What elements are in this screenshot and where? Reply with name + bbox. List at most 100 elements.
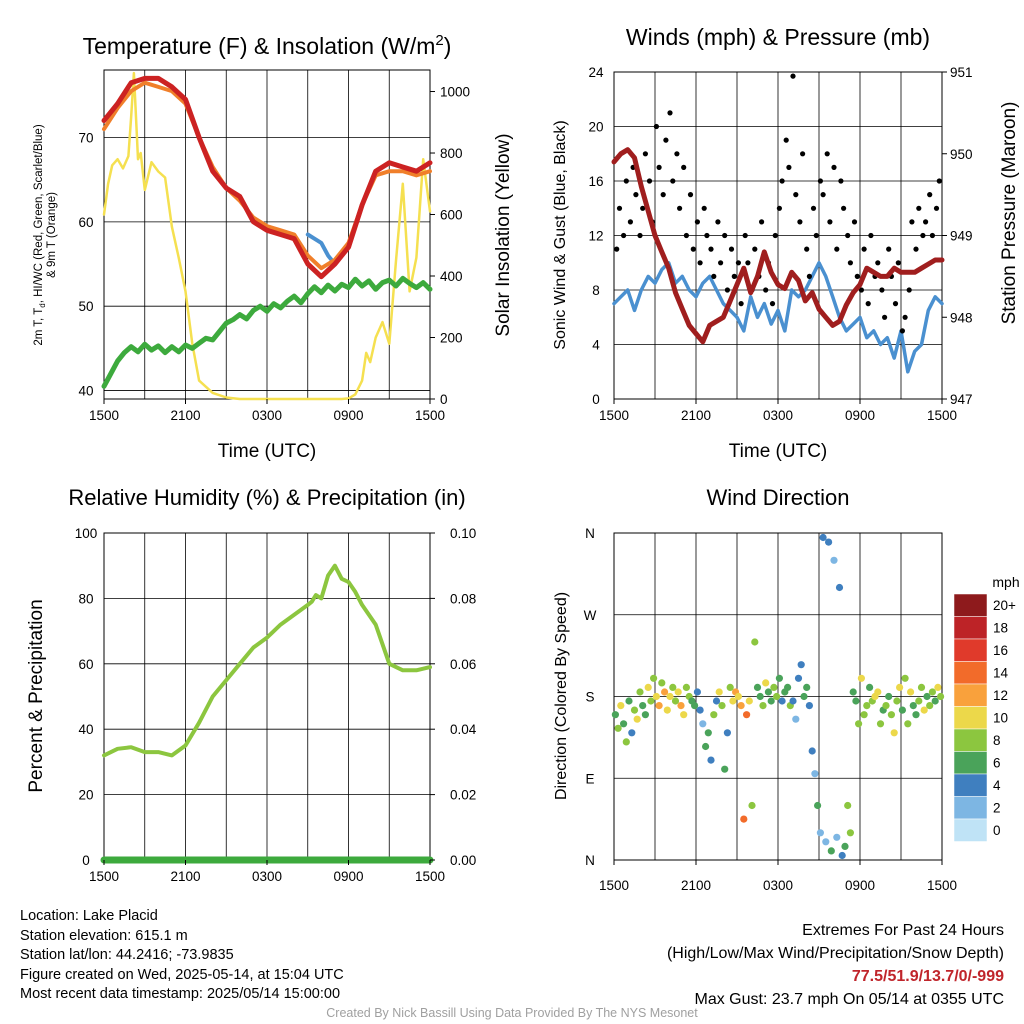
pressure-y-tick-label: 951 [950,65,973,80]
credit-line: Created By Nick Bassill Using Data Provi… [326,1006,698,1020]
winds-x-tick-label: 0300 [763,408,793,423]
temperature-y-tick-label: 60 [78,215,93,230]
gust-point [817,178,824,184]
station-latlon: Station lat/lon: 44.2416; -73.9835 [20,947,234,963]
gust-point [902,314,908,320]
humidity-y-tick-label: 20 [78,788,93,803]
direction-point [912,711,920,719]
wind-direction-axes: N E S W N 1500 2100 0300 0900 1500 [584,526,957,893]
colorbar-swatch [953,616,988,640]
gust-point [845,232,851,239]
direction-point [896,683,904,692]
colorbar-swatch [953,728,988,752]
direction-point [721,765,729,773]
gust-point [929,232,936,239]
colorbar-swatch [953,593,988,617]
direction-point [923,692,931,701]
direction-point [704,729,712,737]
direction-point [737,702,745,710]
gust-point [820,192,826,198]
direction-point [907,688,915,696]
direction-point [677,702,685,710]
gust-point [627,219,634,225]
series-2m-t [101,75,433,280]
winds-y-tick-label: 0 [592,392,600,407]
direction-point [855,720,863,728]
direction-point [614,724,622,732]
direction-point [808,747,816,755]
humidity-x-tick-label: 0900 [333,869,363,884]
direction-point [844,801,852,810]
direction-point [860,711,868,719]
direction-point [674,688,682,696]
gust-point [656,164,662,170]
series-relative-humidity [102,563,432,758]
direction-point [682,683,691,692]
direction-point [931,697,939,705]
humidity-x-tick-label: 0300 [252,869,282,884]
direction-point [876,720,885,728]
direction-point [825,538,833,546]
direction-point [789,697,797,705]
gust-point [697,260,703,266]
gust-point [763,287,769,293]
direction-point [756,692,764,701]
winds-panel: Winds (mph) & Pressure (mb) 0 4 8 12 16 20 24 9… [552,24,1020,462]
humidity-x-tick-label: 1500 [89,869,119,884]
colorbar-label: 6 [993,756,1001,771]
colorbar-swatch [953,796,988,820]
direction-point [830,556,838,564]
gust-point [663,137,669,143]
direction-point [663,706,671,714]
temperature-series [101,71,433,401]
insolation-y-tick-label: 1000 [440,85,470,100]
humidity-y-tick-label: 60 [78,657,93,672]
direction-point [707,756,715,764]
colorbar-label: 14 [993,666,1009,681]
direction-point [784,683,792,692]
gust-point [813,232,819,239]
direction-point [743,711,751,719]
gust-point [865,301,871,307]
temperature-y-tick-label: 40 [78,384,93,399]
gust-point [838,178,844,184]
extremes-info: Extremes For Past 24 Hours (High/Low/Max… [667,919,1004,1011]
direction-point [671,697,680,705]
colorbar-label: 16 [993,643,1008,658]
gust-point [701,205,707,211]
gust-point [875,260,881,266]
gust-point [677,205,683,211]
gust-point [681,164,687,170]
gust-point [913,246,919,252]
wind-direction-y-tick-label: E [585,771,594,786]
gust-point [858,287,865,293]
gust-point [827,219,833,225]
humidity-grid [104,532,430,861]
direction-point [622,738,630,746]
recent-timestamp: Most recent data timestamp: 2025/05/14 1… [20,986,341,1002]
speed-colorbar: mph 20+ 18 16 14 12 10 8 6 4 2 0 [953,574,1020,842]
insolation-y-tick-label: 200 [440,331,463,346]
precip-y-tick-label: 0.04 [450,722,477,737]
direction-point [715,688,723,696]
pressure-y-tick-label: 949 [950,229,973,244]
direction-point [753,683,762,692]
gust-point [731,273,737,279]
extremes-values: 77.5/51.9/13.7/0/-999 [851,968,1004,985]
gust-point [715,219,721,225]
gust-point [810,205,817,211]
colorbar-swatch [953,683,988,707]
direction-point [669,683,677,692]
humidity-y-label: Percent & Precipitation [26,599,47,792]
direction-point [650,674,658,682]
colorbar-swatch [953,661,988,685]
winds-x-tick-label: 1500 [599,408,629,423]
wind-direction-title: Wind Direction [706,485,849,510]
direction-point [661,688,669,696]
series-station-pressure [611,147,945,345]
humidity-y-tick-label: 100 [75,526,98,541]
humidity-title: Relative Humidity (%) & Precipitation (i… [68,485,465,510]
gust-point [690,246,696,252]
temperature-y-label-line2: & 9m T (Orange) [46,192,58,278]
colorbar-label: 2 [993,801,1001,816]
